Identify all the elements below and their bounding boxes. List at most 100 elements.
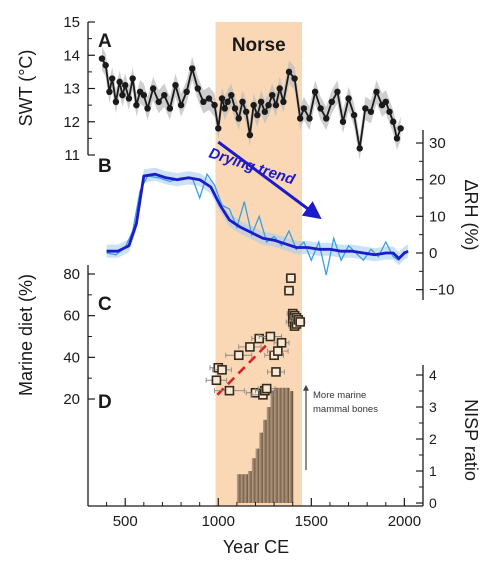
swt-point <box>393 135 401 142</box>
swt-point <box>328 98 336 106</box>
swt-point <box>166 105 174 112</box>
swt-point <box>116 78 123 86</box>
swt-point <box>323 115 330 122</box>
y-tick-label-marine: 60 <box>63 308 80 325</box>
swt-point <box>231 105 239 112</box>
swt-point <box>265 101 272 109</box>
swt-point <box>311 88 319 96</box>
swt-point <box>140 91 148 99</box>
panel-letter-a: A <box>98 31 112 52</box>
swt-point <box>144 105 151 112</box>
y-tick-label-marine: 20 <box>63 391 80 408</box>
marine-diet-point <box>245 342 255 352</box>
swt-point <box>155 98 162 106</box>
swt-uncertainty-band <box>102 46 401 160</box>
swt-point <box>133 101 140 109</box>
swt-point <box>106 88 113 96</box>
nisp-bar <box>266 407 271 503</box>
swt-point <box>350 111 358 119</box>
swt-point <box>397 125 404 132</box>
y-tick-label-rh: 0 <box>429 245 437 262</box>
swt-point <box>269 91 276 99</box>
swt-point <box>200 98 207 106</box>
nisp-bar <box>240 474 245 503</box>
marine-diet-point <box>217 365 227 375</box>
swt-point <box>102 62 109 69</box>
marine-diet-point <box>211 375 222 386</box>
swt-point <box>382 98 389 106</box>
swt-point <box>161 91 168 99</box>
swt-point <box>296 115 304 122</box>
swt-point <box>250 101 257 109</box>
swt-point <box>149 85 157 92</box>
nisp-bar <box>289 391 294 503</box>
marine-diet-point <box>224 385 235 396</box>
marine-diet-point <box>276 337 287 348</box>
y-tick-label-swt: 15 <box>63 14 80 31</box>
y-tick-label-marine: 40 <box>63 349 80 366</box>
marine-diet-point <box>233 350 244 361</box>
swt-point <box>119 91 126 99</box>
swt-point <box>254 111 261 119</box>
swt-point <box>194 85 202 92</box>
y-axis-label-marine-diet: Marine diet (%) <box>16 274 36 396</box>
nisp-bar <box>244 474 249 503</box>
rh-smoothed-line <box>106 172 409 260</box>
y-tick-label-swt: 14 <box>63 47 80 64</box>
swt-point <box>239 98 246 106</box>
swt-point <box>108 75 116 82</box>
nisp-bar <box>285 387 290 503</box>
swt-point <box>276 85 283 92</box>
x-tick-label: 2000 <box>388 513 421 530</box>
swt-point <box>221 105 228 112</box>
norse-period-label: Norse <box>232 35 286 56</box>
y-tick-label-rh: 10 <box>429 208 446 225</box>
marine-diet-point <box>261 383 272 394</box>
y-axis-label-nisp-ratio: NISP ratio <box>461 399 481 481</box>
y-tick-label-rh: 30 <box>429 135 446 152</box>
nisp-bar <box>277 387 283 503</box>
panel-letter-c: C <box>98 294 112 315</box>
swt-point <box>189 65 196 72</box>
swt-point <box>261 108 269 115</box>
x-tick-label: 500 <box>113 513 138 530</box>
marine-diet-point <box>265 331 276 342</box>
marine-diet-point <box>284 285 294 296</box>
y-tick-label-nisp: 3 <box>429 399 437 415</box>
swt-point <box>306 115 313 122</box>
swt-point <box>246 131 254 139</box>
swt-point <box>172 81 179 89</box>
x-tick-label: 1500 <box>295 513 328 530</box>
swt-point <box>218 95 226 102</box>
y-tick-label-marine: 80 <box>63 266 80 283</box>
y-tick-label-swt: 12 <box>63 114 80 131</box>
swt-point <box>367 108 375 115</box>
swt-point <box>272 101 280 109</box>
swt-point <box>122 81 129 89</box>
swt-point <box>285 68 293 76</box>
y-tick-label-rh: −10 <box>429 282 454 299</box>
panel-letter-b: B <box>98 156 112 177</box>
marine-diet-point <box>295 317 305 327</box>
marine-diet-point <box>273 346 283 356</box>
nisp-bar <box>236 474 242 503</box>
swt-point <box>334 88 341 96</box>
marine-mammal-annotation-line-2: mammal bones <box>313 404 378 415</box>
swt-point <box>362 105 369 112</box>
swt-point <box>300 105 308 112</box>
swt-point <box>257 98 265 106</box>
x-axis-label: Year CE <box>223 537 289 557</box>
nisp-bar <box>248 471 253 503</box>
y-tick-label-nisp: 4 <box>429 367 437 383</box>
swt-point <box>291 75 298 82</box>
y-tick-label-nisp: 1 <box>429 463 437 479</box>
marine-mammal-annotation-line-1: More marine <box>313 390 366 401</box>
swt-point <box>345 95 352 102</box>
swt-point <box>390 118 397 125</box>
swt-point <box>386 108 393 115</box>
nisp-bar <box>281 387 286 503</box>
swt-point <box>112 98 120 106</box>
panel-letter-d: D <box>98 392 112 413</box>
panel-b-lines <box>106 167 409 276</box>
